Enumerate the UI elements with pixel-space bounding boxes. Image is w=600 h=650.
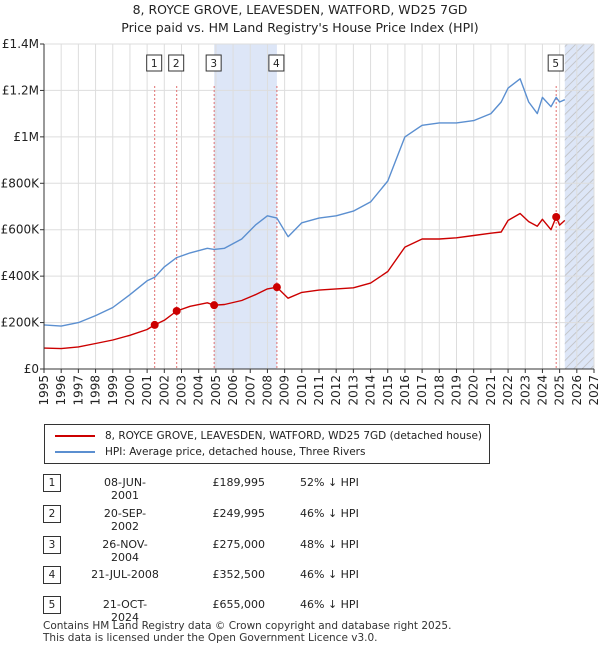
x-tick-label: 2007 (243, 375, 257, 406)
legend: 8, ROYCE GROVE, LEAVESDEN, WATFORD, WD25… (44, 424, 490, 464)
x-tick-label: 1996 (54, 375, 68, 406)
legend-label-property: 8, ROYCE GROVE, LEAVESDEN, WATFORD, WD25… (105, 430, 482, 442)
x-tick-label: 2006 (226, 375, 240, 406)
x-tick-label: 2003 (175, 375, 189, 406)
table-row: 5 21-OCT-2024 £655,000 46% ↓ HPI (0, 596, 600, 624)
row-hpi: 48% ↓ HPI (300, 538, 359, 551)
x-tick-label: 2009 (278, 375, 292, 406)
y-tick-label: £0 (24, 362, 39, 376)
row-price: £189,995 (212, 476, 266, 489)
x-tick-label: 2004 (192, 375, 206, 406)
x-tick-label: 2014 (364, 375, 378, 406)
chart-subtitle: Price paid vs. HM Land Registry's House … (121, 20, 479, 35)
y-tick-label: £400K (1, 269, 41, 283)
row-number: 2 (43, 505, 61, 523)
footer-copyright: Contains HM Land Registry data © Crown c… (43, 620, 452, 632)
row-date: 21-JUL-2008 (91, 568, 159, 581)
row-number: 5 (43, 596, 61, 614)
row-hpi: 46% ↓ HPI (300, 507, 359, 520)
row-number: 3 (43, 536, 61, 554)
transaction-label-box (268, 54, 285, 72)
x-tick-label: 2011 (312, 375, 326, 406)
y-tick-label: £1.4M (2, 37, 39, 51)
x-tick-label: 2019 (450, 375, 464, 406)
row-number: 1 (43, 474, 61, 492)
x-tick-label: 2010 (295, 375, 309, 406)
chart-title: 8, ROYCE GROVE, LEAVESDEN, WATFORD, WD25… (132, 2, 468, 17)
x-tick-label: 2025 (553, 375, 567, 406)
row-date: 08-JUN-2001 (103, 476, 147, 502)
hpi-series-line (43, 78, 566, 327)
x-tick-label: 1995 (37, 375, 51, 406)
table-row: 4 21-JUL-2008 £352,500 46% ↓ HPI (0, 566, 600, 586)
transaction-label: 4 (273, 58, 280, 70)
transaction-label: 5 (552, 58, 559, 70)
table-row: 3 26-NOV-2004 £275,000 48% ↓ HPI (0, 536, 600, 564)
row-hpi: 46% ↓ HPI (300, 568, 359, 581)
x-tick-label: 2005 (209, 375, 223, 406)
row-price: £249,995 (212, 507, 266, 520)
x-tick-label: 1998 (89, 375, 103, 406)
row-number: 4 (43, 566, 61, 584)
price-chart: 1 2 3 4 5 £0 £200K £400K £600K £800K £1M £1.2M £1.4M… (1, 37, 600, 406)
transaction-label-box (205, 54, 222, 72)
x-tick-label: 2018 (432, 375, 446, 406)
row-date: 21-OCT-2024 (102, 598, 148, 624)
table-row: 2 20-SEP-2002 £249,995 46% ↓ HPI (0, 505, 600, 533)
x-tick-label: 2001 (140, 375, 154, 406)
x-tick-label: 2022 (501, 375, 515, 406)
x-tick-label: 2013 (346, 375, 360, 406)
legend-item-property: 8, ROYCE GROVE, LEAVESDEN, WATFORD, WD25… (55, 430, 482, 442)
transaction-label-box (168, 54, 185, 72)
x-tick-label: 1999 (106, 375, 120, 406)
transaction-label: 1 (151, 58, 158, 70)
legend-swatch-hpi (55, 451, 95, 453)
row-hpi: 46% ↓ HPI (300, 598, 359, 611)
row-date: 26-NOV-2004 (102, 538, 148, 564)
row-hpi: 52% ↓ HPI (300, 476, 359, 489)
x-tick-label: 2012 (329, 375, 343, 406)
footer-license: This data is licensed under the Open Gov… (43, 632, 378, 644)
x-tick-label: 2008 (260, 375, 274, 406)
shaded-range (214, 44, 277, 369)
x-tick-label: 1997 (71, 375, 85, 406)
transaction-label: 2 (173, 58, 180, 70)
transaction-marker (150, 320, 159, 329)
transaction-marker (272, 283, 281, 292)
y-tick-label: £600K (1, 223, 41, 237)
row-price: £275,000 (212, 538, 266, 551)
x-tick-label: 2015 (381, 375, 395, 406)
x-tick-label: 2016 (398, 375, 412, 406)
transaction-label: 3 (210, 58, 217, 70)
table-row: 1 08-JUN-2001 £189,995 52% ↓ HPI (0, 474, 600, 502)
legend-label-hpi: HPI: Average price, detached house, Thre… (105, 446, 366, 458)
y-tick-label: £200K (1, 316, 41, 330)
transaction-marker (552, 212, 561, 221)
x-tick-label: 2026 (570, 375, 584, 406)
x-tick-label: 2021 (484, 375, 498, 406)
x-tick-label: 2002 (157, 375, 171, 406)
transaction-label-box (547, 54, 564, 72)
transaction-marker (210, 301, 219, 310)
transaction-marker (172, 306, 181, 315)
x-tick-label: 2027 (587, 375, 600, 406)
x-tick-label: 2017 (415, 375, 429, 406)
row-date: 20-SEP-2002 (103, 507, 147, 533)
y-tick-label: £800K (1, 176, 41, 190)
x-tick-label: 2020 (467, 375, 481, 406)
transaction-label-box (146, 54, 163, 72)
y-tick-label: £1M (13, 130, 39, 144)
x-tick-label: 2023 (518, 375, 532, 406)
legend-item-hpi: HPI: Average price, detached house, Thre… (55, 446, 365, 458)
legend-swatch-property (55, 435, 95, 437)
x-tick-label: 2024 (535, 375, 549, 406)
y-tick-label: £1.2M (2, 83, 39, 97)
row-price: £352,500 (212, 568, 266, 581)
row-price: £655,000 (212, 598, 266, 611)
forecast-hatch (564, 44, 594, 369)
x-tick-label: 2000 (123, 375, 137, 406)
